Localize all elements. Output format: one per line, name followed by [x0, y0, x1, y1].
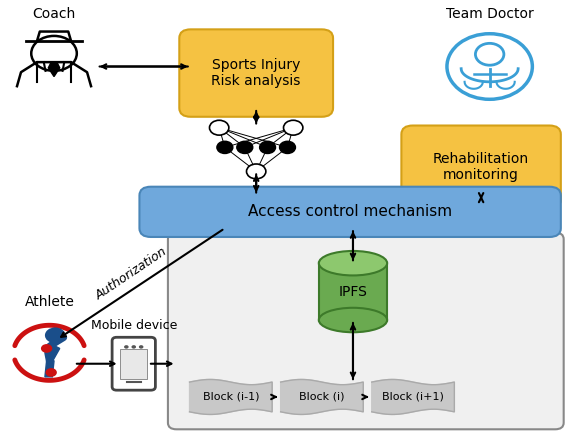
FancyBboxPatch shape: [120, 349, 147, 379]
Text: Block (i-1): Block (i-1): [202, 392, 259, 402]
Circle shape: [279, 141, 296, 153]
Text: Access control mechanism: Access control mechanism: [248, 204, 452, 219]
Ellipse shape: [319, 308, 387, 332]
FancyBboxPatch shape: [319, 263, 387, 320]
FancyBboxPatch shape: [168, 233, 564, 429]
Circle shape: [45, 368, 57, 377]
Polygon shape: [190, 380, 272, 415]
Polygon shape: [281, 380, 363, 415]
Polygon shape: [372, 380, 454, 415]
Text: Coach: Coach: [32, 8, 76, 22]
Circle shape: [237, 141, 253, 153]
Text: Rehabilitation
monitoring: Rehabilitation monitoring: [433, 152, 529, 182]
Circle shape: [283, 120, 303, 135]
Circle shape: [247, 164, 266, 179]
Text: Sports Injury
Risk analysis: Sports Injury Risk analysis: [212, 58, 301, 88]
Text: Block (i+1): Block (i+1): [382, 392, 444, 402]
Text: Athlete: Athlete: [25, 295, 74, 309]
FancyBboxPatch shape: [140, 187, 561, 237]
Circle shape: [41, 344, 52, 353]
Circle shape: [45, 327, 66, 343]
Text: Mobile device: Mobile device: [90, 319, 177, 332]
Text: Authorization: Authorization: [93, 245, 169, 303]
Circle shape: [139, 345, 143, 349]
Circle shape: [259, 141, 275, 153]
Text: IPFS: IPFS: [339, 284, 367, 299]
Circle shape: [209, 120, 229, 135]
Circle shape: [132, 345, 136, 349]
Circle shape: [124, 345, 129, 349]
Text: Team Doctor: Team Doctor: [446, 7, 534, 21]
Polygon shape: [48, 62, 60, 77]
Polygon shape: [45, 343, 60, 361]
FancyBboxPatch shape: [401, 125, 561, 209]
FancyBboxPatch shape: [179, 29, 333, 117]
Circle shape: [217, 141, 233, 153]
Polygon shape: [45, 361, 54, 377]
Ellipse shape: [319, 251, 387, 276]
FancyBboxPatch shape: [112, 337, 155, 390]
Text: Block (i): Block (i): [299, 392, 344, 402]
